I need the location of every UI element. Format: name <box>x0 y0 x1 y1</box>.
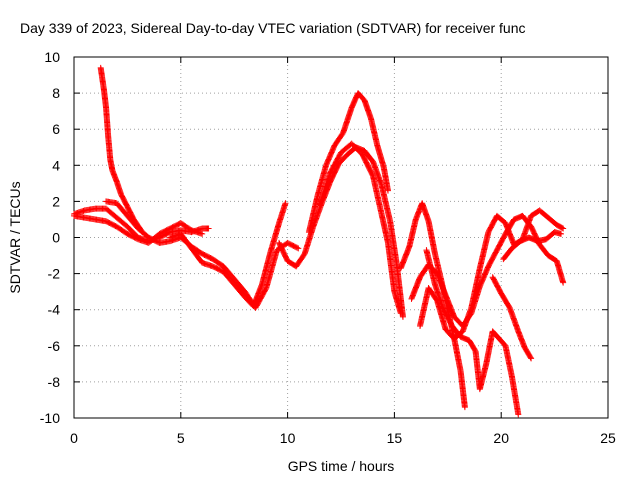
y-tick-label: -8 <box>48 374 61 390</box>
y-tick-label: 8 <box>52 85 60 101</box>
series-track-j <box>417 207 567 342</box>
x-tick-label: 5 <box>177 430 185 446</box>
data-point <box>397 310 404 317</box>
series-track-g <box>316 140 404 317</box>
y-tick-label: 2 <box>52 193 60 209</box>
x-tick-label: 25 <box>600 430 616 446</box>
data-point <box>199 230 206 237</box>
series-track-h <box>397 200 468 411</box>
data-point <box>399 313 406 320</box>
y-tick-label: 6 <box>52 121 60 137</box>
series-track-l <box>489 274 535 362</box>
x-tick-label: 15 <box>387 430 403 446</box>
data-point <box>560 225 567 232</box>
data-point <box>205 225 212 232</box>
series-track-d <box>167 200 289 310</box>
data-point <box>294 244 301 251</box>
y-tick-label: -2 <box>48 266 61 282</box>
data-point <box>384 187 391 194</box>
data-point <box>527 354 534 361</box>
data-point <box>560 279 567 286</box>
y-tick-label: 4 <box>52 157 60 173</box>
y-tick-label: -10 <box>40 410 60 426</box>
series-track-k <box>423 247 522 418</box>
data-point <box>515 411 522 418</box>
x-tick-label: 20 <box>493 430 509 446</box>
x-tick-label: 0 <box>70 430 78 446</box>
x-tick-label: 10 <box>280 430 296 446</box>
y-tick-label: -4 <box>48 302 61 318</box>
data-point <box>461 404 468 411</box>
y-tick-label: 10 <box>44 49 60 65</box>
data-point <box>558 230 565 237</box>
series-track-f <box>305 90 391 236</box>
data-points <box>71 64 567 418</box>
data-point <box>295 245 302 252</box>
axis-ticks: 0 5 10 15 20 25 -10 -8 -6 -4 -2 0 2 4 6 8 10 <box>40 49 616 446</box>
data-point <box>528 355 535 362</box>
grid <box>74 57 608 418</box>
data-point <box>282 200 289 207</box>
chart-title: Day 339 of 2023, Sidereal Day-to-day VTE… <box>20 20 526 36</box>
series-spike <box>97 64 146 236</box>
x-axis-title: GPS time / hours <box>288 458 395 474</box>
series-track-m <box>500 229 565 263</box>
data-point <box>559 224 566 231</box>
y-tick-label: -6 <box>48 338 61 354</box>
y-axis-title: SDTVAR / TECUs <box>7 181 23 293</box>
y-tick-label: 0 <box>52 230 60 246</box>
